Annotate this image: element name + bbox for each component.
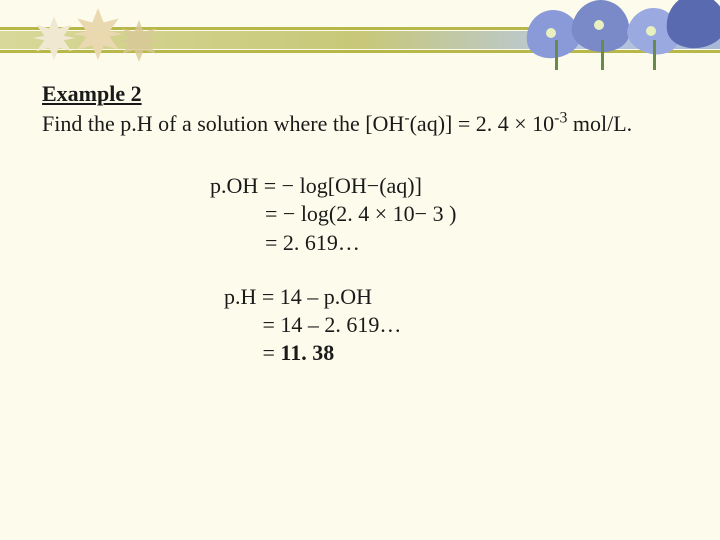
slide-content: Example 2 Find the p.H of a solution whe… — [42, 80, 698, 367]
flower-stem-icon — [653, 40, 656, 70]
calc-prefix: = — [224, 340, 280, 365]
problem-text: mol/L. — [567, 111, 632, 136]
leaf-decoration — [24, 6, 204, 70]
calc-line: p.H = 14 – p.OH — [224, 283, 698, 311]
ph-calculation: p.H = 14 – p.OH = 14 – 2. 619… = 11. 38 — [224, 283, 698, 367]
leaf-icon — [72, 8, 124, 60]
poh-calculation: p.OH = − log[OH−(aq)] = − log(2. 4 × 10−… — [210, 172, 698, 256]
leaf-icon — [118, 20, 160, 62]
example-title: Example 2 — [42, 80, 698, 108]
calc-result-line: = 11. 38 — [224, 339, 698, 367]
final-answer: 11. 38 — [280, 340, 334, 365]
calc-line: = 2. 619… — [210, 229, 698, 257]
flower-center-icon — [594, 20, 604, 30]
flower-center-icon — [646, 26, 656, 36]
calc-line: p.OH = − log[OH−(aq)] — [210, 172, 698, 200]
flower-center-icon — [546, 28, 556, 38]
leaf-icon — [32, 16, 76, 60]
flower-decoration — [460, 0, 720, 72]
calc-line: = 14 – 2. 619… — [224, 311, 698, 339]
decorative-banner — [0, 0, 720, 72]
problem-text: Find the p.H of a solution where the [OH — [42, 111, 404, 136]
flower-stem-icon — [601, 40, 604, 70]
calc-line: = − log(2. 4 × 10− 3 ) — [210, 200, 698, 228]
superscript-exp: -3 — [554, 110, 567, 127]
problem-text: (aq)] = 2. 4 × 10 — [410, 111, 555, 136]
flower-stem-icon — [555, 40, 558, 70]
problem-statement: Find the p.H of a solution where the [OH… — [42, 110, 698, 138]
